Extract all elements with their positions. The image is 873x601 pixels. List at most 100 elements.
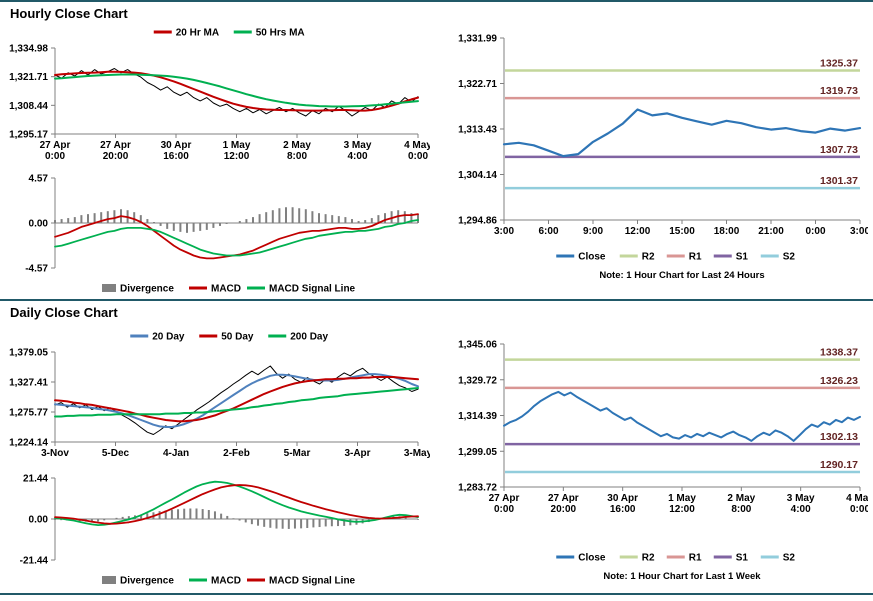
svg-text:1,299.05: 1,299.05 (458, 447, 497, 458)
svg-text:4.57: 4.57 (29, 174, 49, 185)
svg-text:1,308.44: 1,308.44 (9, 101, 48, 112)
divider-bottom (0, 593, 873, 595)
svg-text:12:00: 12:00 (625, 226, 651, 237)
hourly-macd-chart: 4.57 0.00 -4.57 Divergence MACD MACD Signal L… (5, 170, 430, 296)
divider-top (0, 0, 873, 2)
svg-text:1,327.41: 1,327.41 (9, 378, 48, 389)
svg-text:20:00: 20:00 (103, 151, 129, 162)
svg-text:5-Dec: 5-Dec (102, 448, 130, 459)
svg-text:R1: R1 (689, 252, 702, 263)
svg-text:3:00: 3:00 (494, 226, 514, 237)
svg-text:1,321.71: 1,321.71 (9, 72, 48, 83)
svg-text:S2: S2 (783, 252, 796, 263)
svg-text:0:00: 0:00 (805, 226, 825, 237)
svg-text:4 May: 4 May (404, 140, 430, 151)
svg-text:Note: 1 Hour Chart for Last 1: Note: 1 Hour Chart for Last 1 Week (603, 571, 761, 582)
svg-text:27 Apr: 27 Apr (100, 140, 131, 151)
svg-text:3-Nov: 3-Nov (41, 448, 69, 459)
svg-text:6:00: 6:00 (538, 226, 558, 237)
svg-text:9:00: 9:00 (583, 226, 603, 237)
svg-text:15:00: 15:00 (669, 226, 695, 237)
svg-text:2 May: 2 May (283, 140, 311, 151)
svg-text:3 May: 3 May (787, 493, 815, 504)
svg-text:12:00: 12:00 (669, 504, 695, 515)
svg-text:1,379.05: 1,379.05 (9, 348, 48, 359)
svg-text:0.00: 0.00 (29, 515, 49, 526)
svg-text:3 May: 3 May (344, 140, 372, 151)
svg-text:16:00: 16:00 (163, 151, 189, 162)
svg-text:1 May: 1 May (223, 140, 251, 151)
svg-text:1,275.77: 1,275.77 (9, 408, 48, 419)
svg-text:27 Apr: 27 Apr (489, 493, 520, 504)
svg-text:MACD Signal Line: MACD Signal Line (269, 576, 356, 587)
svg-text:0:00: 0:00 (850, 504, 868, 515)
svg-text:1,283.72: 1,283.72 (458, 483, 497, 494)
svg-text:MACD: MACD (211, 576, 241, 587)
daily-macd-chart: 21.44 0.00 -21.44 Divergence MACD MACD Signal… (5, 472, 430, 588)
svg-text:1,322.71: 1,322.71 (458, 79, 497, 90)
svg-text:1 May: 1 May (668, 493, 696, 504)
svg-text:-21.44: -21.44 (20, 556, 49, 567)
svg-text:1325.37: 1325.37 (820, 57, 858, 69)
svg-text:4:00: 4:00 (347, 151, 367, 162)
svg-text:8:00: 8:00 (731, 504, 751, 515)
divider-middle (0, 299, 873, 301)
svg-text:1301.37: 1301.37 (820, 175, 858, 187)
svg-text:1,304.14: 1,304.14 (458, 170, 497, 181)
svg-text:R2: R2 (642, 252, 655, 263)
svg-text:1,314.39: 1,314.39 (458, 411, 497, 422)
svg-text:50 Hrs MA: 50 Hrs MA (256, 28, 305, 39)
svg-text:S2: S2 (783, 553, 796, 564)
svg-text:21.44: 21.44 (23, 474, 48, 485)
svg-text:16:00: 16:00 (610, 504, 636, 515)
svg-text:1326.23: 1326.23 (820, 375, 858, 387)
svg-text:1,313.43: 1,313.43 (458, 124, 497, 135)
svg-text:S1: S1 (736, 252, 749, 263)
svg-text:50 Day: 50 Day (221, 332, 254, 343)
svg-text:8:00: 8:00 (287, 151, 307, 162)
svg-text:20:00: 20:00 (551, 504, 577, 515)
svg-text:4:00: 4:00 (791, 504, 811, 515)
svg-text:20 Hr MA: 20 Hr MA (176, 28, 219, 39)
svg-text:R2: R2 (642, 553, 655, 564)
svg-text:30 Apr: 30 Apr (607, 493, 638, 504)
daily-pivot-chart: 1,345.06 1,329.72 1,314.39 1,299.05 1,283.72… (438, 332, 868, 586)
svg-text:1319.73: 1319.73 (820, 85, 858, 97)
daily-macd-plot: 21.44 0.00 -21.44 Divergence MACD MACD Signal… (20, 474, 419, 587)
svg-text:4 May: 4 May (846, 493, 868, 504)
svg-text:0.00: 0.00 (29, 219, 49, 230)
svg-text:1,224.14: 1,224.14 (9, 438, 48, 449)
daily-price-chart: 1,379.05 1,327.41 1,275.77 1,224.14 3-Nov 5-D… (5, 326, 430, 470)
daily-pivot-plot: 1,345.06 1,329.72 1,314.39 1,299.05 1,283.72… (458, 340, 868, 583)
svg-text:0:00: 0:00 (408, 151, 428, 162)
svg-text:1,334.98: 1,334.98 (9, 44, 48, 55)
svg-text:1,294.86: 1,294.86 (458, 216, 497, 227)
svg-text:1338.37: 1338.37 (820, 347, 858, 359)
svg-text:1290.17: 1290.17 (820, 459, 858, 471)
svg-text:2 May: 2 May (727, 493, 755, 504)
svg-text:12:00: 12:00 (224, 151, 250, 162)
svg-text:20 Day: 20 Day (152, 332, 185, 343)
svg-text:21:00: 21:00 (758, 226, 784, 237)
svg-text:R1: R1 (689, 553, 702, 564)
svg-text:200 Day: 200 Day (290, 332, 328, 343)
hourly-pivot-chart: 1,331.99 1,322.71 1,313.43 1,304.14 1,294.86… (438, 26, 868, 296)
svg-text:3:00: 3:00 (850, 226, 868, 237)
svg-text:Divergence: Divergence (120, 576, 174, 587)
hourly-pivot-plot: 1,331.99 1,322.71 1,313.43 1,304.14 1,294.86… (458, 34, 868, 282)
hourly-section-title: Hourly Close Chart (10, 6, 128, 21)
svg-text:0:00: 0:00 (45, 151, 65, 162)
svg-text:1307.73: 1307.73 (820, 144, 858, 156)
svg-text:Note: 1 Hour Chart for Last 24: Note: 1 Hour Chart for Last 24 Hours (599, 270, 764, 281)
svg-text:S1: S1 (736, 553, 749, 564)
svg-text:27 Apr: 27 Apr (548, 493, 579, 504)
svg-text:MACD: MACD (211, 284, 241, 295)
svg-text:27 Apr: 27 Apr (40, 140, 71, 151)
hourly-price-chart: 1,334.98 1,321.71 1,308.44 1,295.17 27 Apr 0:… (5, 22, 430, 168)
svg-text:1,331.99: 1,331.99 (458, 34, 497, 45)
svg-text:18:00: 18:00 (714, 226, 740, 237)
svg-text:0:00: 0:00 (494, 504, 514, 515)
svg-text:30 Apr: 30 Apr (161, 140, 192, 151)
